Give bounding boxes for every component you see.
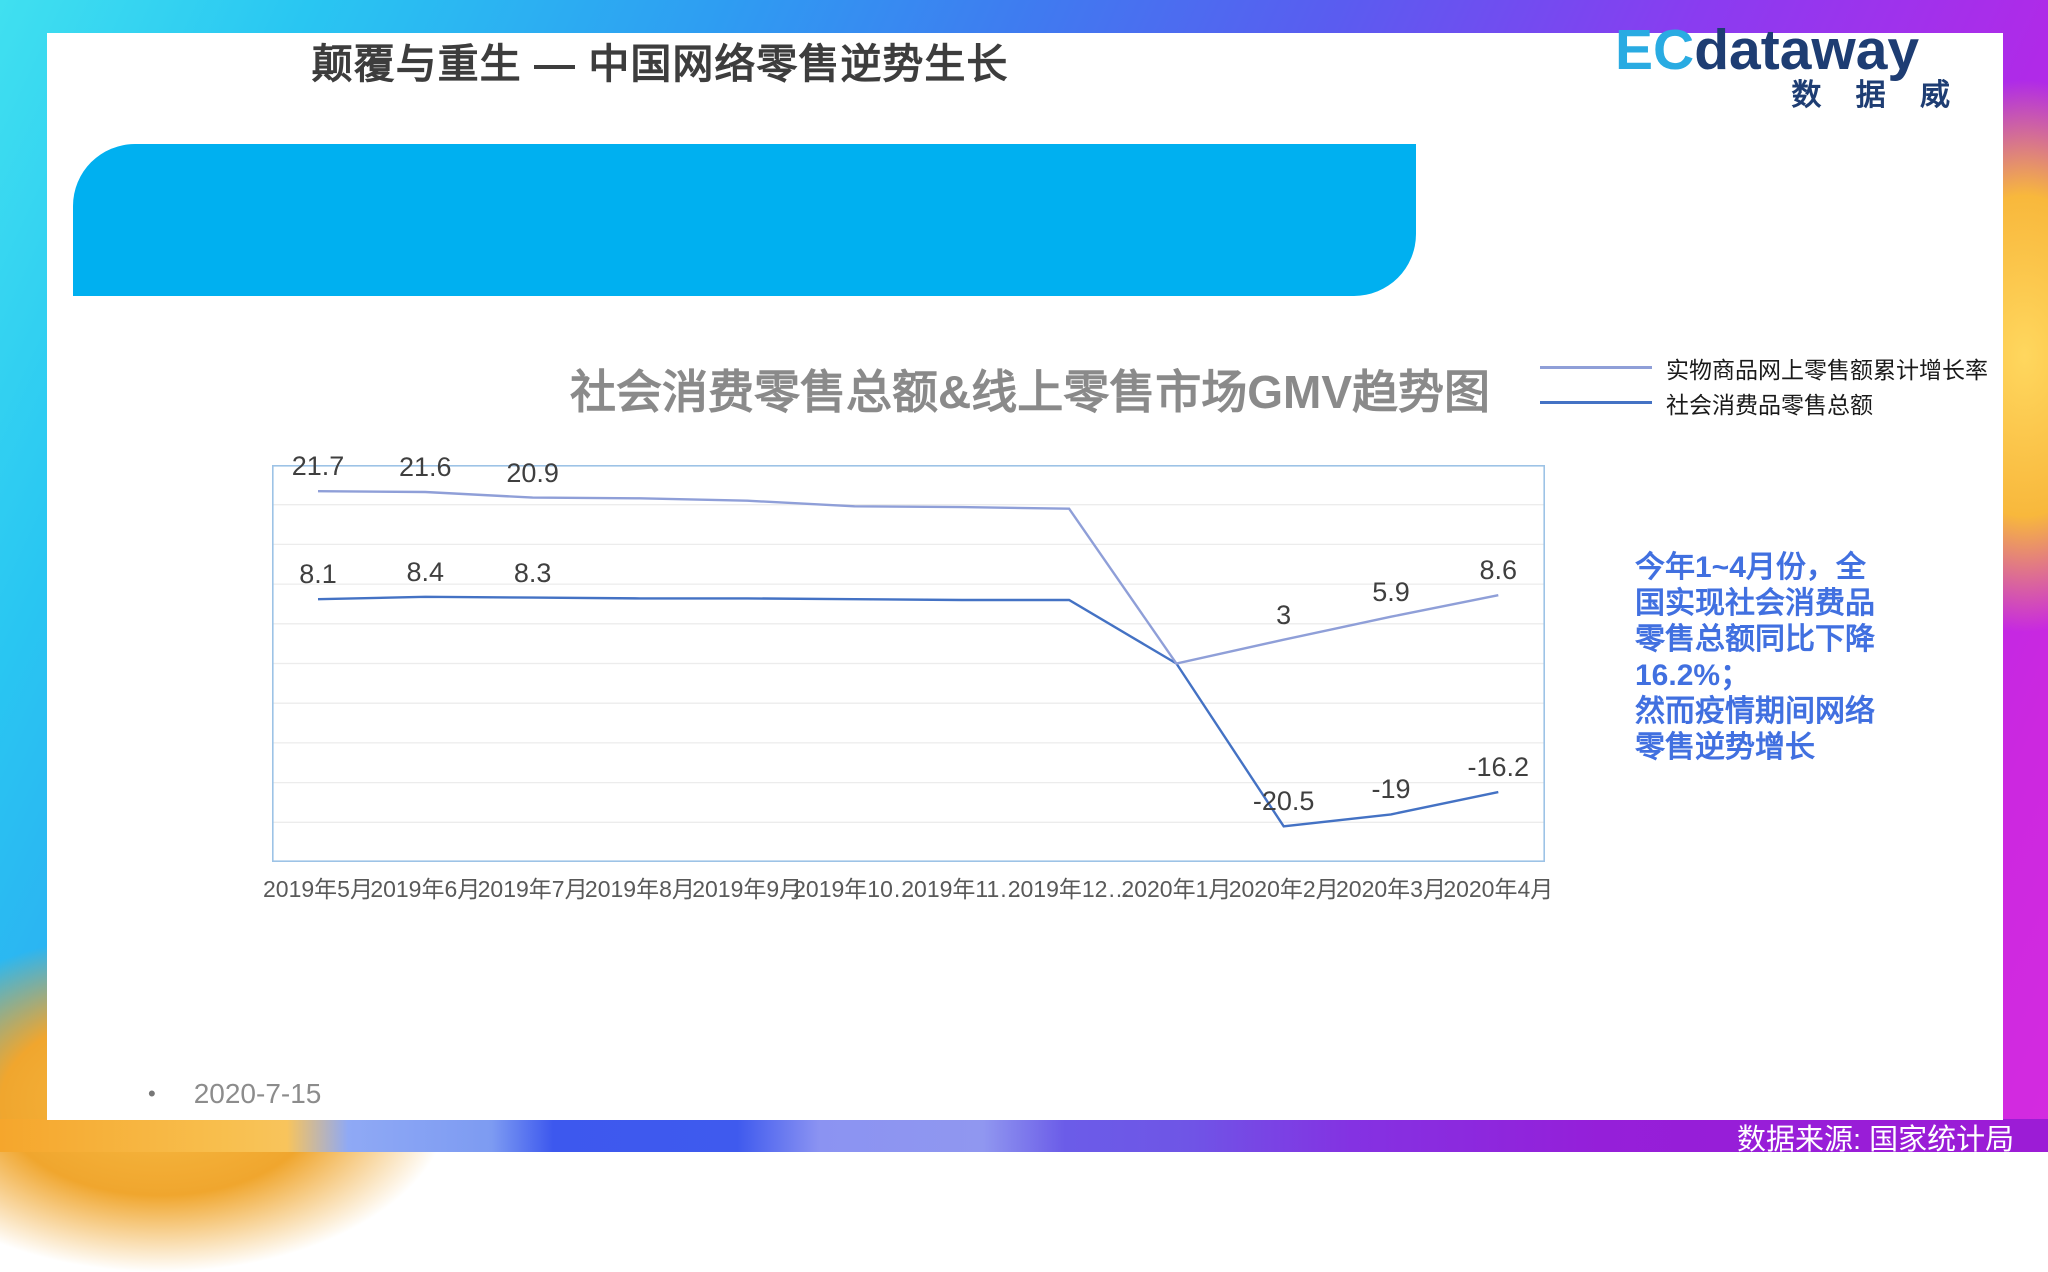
- slide-date: 2020-7-15: [193, 1078, 322, 1109]
- x-tick-label: 2019年12…: [1007, 876, 1131, 902]
- x-tick-label: 2019年9月: [692, 876, 803, 902]
- annotation-line: 然而疫情期间网络: [1635, 695, 1875, 728]
- ecdataway-logo: ECdataway 数 据 威: [1615, 22, 2005, 111]
- legend-label: 社会消费品零售总额: [1666, 391, 1873, 418]
- data-label: 21.7: [291, 451, 345, 482]
- data-label: 3: [1276, 599, 1292, 630]
- x-tick-label: 2020年1月: [1121, 876, 1232, 902]
- series-line-1: [317, 490, 1499, 665]
- x-tick-label: 2019年8月: [584, 876, 695, 902]
- legend-row: 社会消费品零售总额: [1540, 385, 1988, 420]
- slide-title: 颠覆与重生 — 中国网络零售逆势生长: [311, 41, 1009, 87]
- series-line-0: [317, 595, 1499, 828]
- chart-canvas: [272, 465, 1546, 862]
- logo-chinese-text: 数 据 威: [1791, 79, 1963, 112]
- data-label: -16.2: [1467, 752, 1530, 783]
- annotation-line: 国实现社会消费品: [1635, 587, 1875, 620]
- annotation-line: 16.2%；: [1635, 659, 1751, 692]
- data-label: 21.6: [399, 451, 452, 482]
- legend-line-sample: [1540, 366, 1652, 369]
- annotation-line: 零售总额同比下降: [1635, 623, 1875, 656]
- plot-area: [272, 465, 1546, 862]
- data-label: -20.5: [1252, 786, 1315, 817]
- bottom-gradient-band: [0, 1119, 2048, 1152]
- x-tick-label: 2020年2月: [1228, 876, 1339, 902]
- x-tick-label: 2019年7月: [477, 876, 588, 902]
- x-tick-label: 2020年3月: [1336, 876, 1446, 902]
- annotation-line: 零售逆势增长: [1635, 731, 1815, 764]
- data-label: 20.9: [506, 457, 559, 488]
- x-tick-label: 2020年4月: [1443, 876, 1554, 902]
- plot-border: [272, 465, 1546, 862]
- x-tick-label: 2019年10…: [793, 876, 916, 902]
- logo-dataway-text: dataway: [1694, 18, 1920, 82]
- data-label: 8.1: [299, 559, 337, 590]
- legend-row: 实物商品网上零售额累计增长率: [1540, 350, 1988, 385]
- legend-line-sample: [1540, 401, 1652, 404]
- annotation-line: 今年1~4月份，全: [1635, 551, 1866, 584]
- data-source-note: 数据来源: 国家统计局: [1737, 1124, 2015, 1156]
- data-label: 8.6: [1479, 555, 1518, 586]
- bullet-icon: •: [148, 1081, 156, 1106]
- x-tick-label: 2019年11…: [901, 876, 1023, 902]
- logo-wordmark: ECdataway: [1615, 22, 2005, 79]
- x-tick-label: 2019年6月: [370, 876, 481, 902]
- chart-title: 社会消费零售总额&线上零售市场GMV趋势图: [570, 366, 1490, 418]
- data-label: -19: [1371, 774, 1411, 805]
- insight-annotation: 今年1~4月份，全 国实现社会消费品 零售总额同比下降 16.2%； 然而疫情期间网络零…: [1635, 550, 1935, 766]
- legend-label: 实物商品网上零售额累计增长率: [1666, 356, 1988, 383]
- data-label: 5.9: [1372, 576, 1410, 607]
- date-row: • 2020-7-15: [148, 1078, 321, 1110]
- data-label: 8.4: [406, 556, 445, 587]
- data-label: 8.3: [513, 557, 552, 588]
- logo-ec-text: EC: [1615, 18, 1695, 82]
- x-tick-label: 2019年5月: [263, 876, 373, 902]
- cyan-banner: [73, 144, 1416, 296]
- chart-legend: 实物商品网上零售额累计增长率 社会消费品零售总额: [1540, 350, 1988, 420]
